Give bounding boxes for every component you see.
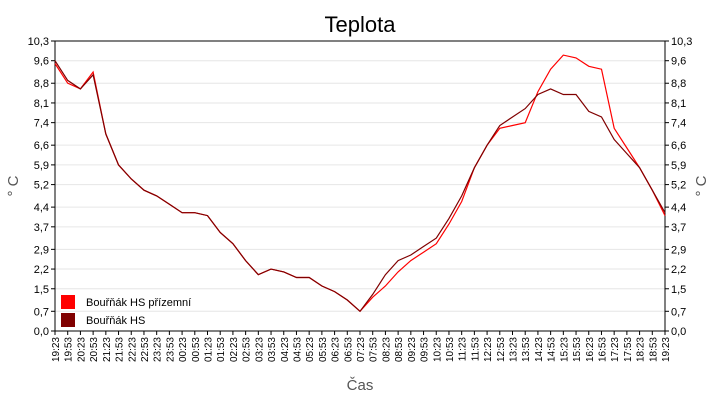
- legend-label: Bouřňák HS přízemní: [86, 297, 191, 309]
- x-tick-label: 00:53: [191, 337, 202, 362]
- x-tick-label: 21:23: [102, 337, 113, 362]
- y2-tick-label: 3,7: [671, 222, 686, 234]
- y2-tick-label: 0,0: [671, 326, 686, 338]
- x-tick-label: 11:23: [458, 337, 469, 362]
- y-tick-label: 0,7: [34, 306, 49, 318]
- y2-tick-label: 8,1: [671, 98, 686, 110]
- x-axis-label: Čas: [347, 377, 374, 394]
- y2-tick-label: 2,2: [671, 264, 686, 276]
- x-tick-label: 18:23: [636, 337, 647, 362]
- x-tick-label: 19:23: [51, 337, 62, 362]
- chart-title: Teplota: [325, 12, 397, 37]
- y2-tick-label: 7,4: [671, 118, 686, 130]
- y-tick-label: 0,0: [34, 326, 49, 338]
- x-tick-label: 16:53: [597, 337, 608, 362]
- x-tick-label: 01:23: [204, 337, 215, 362]
- x-tick-label: 08:23: [381, 337, 392, 362]
- y2-tick-label: 1,5: [671, 284, 686, 296]
- x-tick-label: 14:23: [534, 337, 545, 362]
- x-tick-label: 12:53: [496, 337, 507, 362]
- y2-tick-label: 5,9: [671, 160, 686, 172]
- x-tick-label: 06:23: [331, 337, 342, 362]
- x-tick-label: 11:53: [470, 337, 481, 362]
- x-tick-label: 20:23: [76, 337, 87, 362]
- y2-tick-label: 4,4: [671, 202, 686, 214]
- y-tick-label: 9,6: [34, 56, 49, 68]
- x-tick-label: 17:53: [623, 337, 634, 362]
- x-tick-label: 13:53: [521, 337, 532, 362]
- x-tick-label: 23:53: [165, 337, 176, 362]
- y-tick-label: 5,2: [34, 180, 49, 192]
- x-tick-label: 03:53: [267, 337, 278, 362]
- x-tick-label: 15:23: [559, 337, 570, 362]
- y-tick-label: 6,6: [34, 140, 49, 152]
- x-tick-label: 13:23: [509, 337, 520, 362]
- y-tick-label: 10,3: [28, 36, 49, 48]
- x-tick-label: 01:53: [216, 337, 227, 362]
- y-tick-label: 2,9: [34, 244, 49, 256]
- x-tick-label: 19:53: [64, 337, 75, 362]
- x-tick-label: 04:53: [292, 337, 303, 362]
- x-tick-label: 02:23: [229, 337, 240, 362]
- x-tick-label: 10:23: [432, 337, 443, 362]
- y-tick-label: 3,7: [34, 222, 49, 234]
- x-tick-label: 21:53: [115, 337, 126, 362]
- y-tick-label: 4,4: [34, 202, 49, 214]
- y-tick-label: 5,9: [34, 160, 49, 172]
- x-tick-label: 06:53: [343, 337, 354, 362]
- y-tick-label: 2,2: [34, 264, 49, 276]
- y2-axis-label: ° C: [693, 175, 710, 196]
- x-tick-label: 17:23: [610, 337, 621, 362]
- x-tick-label: 08:53: [394, 337, 405, 362]
- legend-swatch: [61, 295, 75, 309]
- x-tick-label: 04:23: [280, 337, 291, 362]
- x-tick-label: 03:23: [254, 337, 265, 362]
- y2-tick-label: 2,9: [671, 244, 686, 256]
- y-tick-label: 8,8: [34, 78, 49, 90]
- series-line: [54, 60, 666, 313]
- x-tick-label: 10:53: [445, 337, 456, 362]
- y-tick-label: 8,1: [34, 98, 49, 110]
- x-tick-label: 15:53: [572, 337, 583, 362]
- x-tick-label: 09:53: [420, 337, 431, 362]
- y2-tick-label: 10,3: [671, 36, 692, 48]
- x-tick-label: 14:53: [547, 337, 558, 362]
- x-tick-label: 09:23: [407, 337, 418, 362]
- x-tick-label: 02:53: [242, 337, 253, 362]
- y-tick-label: 7,4: [34, 118, 49, 130]
- y-tick-label: 1,5: [34, 284, 49, 296]
- legend-label: Bouřňák HS: [86, 315, 145, 327]
- y-axis-label: ° C: [5, 175, 22, 196]
- x-tick-label: 19:23: [661, 337, 672, 362]
- y2-tick-label: 5,2: [671, 180, 686, 192]
- y2-tick-label: 8,8: [671, 78, 686, 90]
- x-tick-label: 05:53: [318, 337, 329, 362]
- x-tick-label: 20:53: [89, 337, 100, 362]
- y2-tick-label: 6,6: [671, 140, 686, 152]
- x-tick-label: 23:23: [153, 337, 164, 362]
- x-tick-label: 07:23: [356, 337, 367, 362]
- legend-swatch: [61, 313, 75, 327]
- x-tick-label: 16:23: [585, 337, 596, 362]
- y2-tick-label: 0,7: [671, 306, 686, 318]
- x-tick-label: 05:23: [305, 337, 316, 362]
- x-tick-label: 00:23: [178, 337, 189, 362]
- x-tick-label: 18:53: [648, 337, 659, 362]
- x-tick-label: 22:53: [140, 337, 151, 362]
- y2-tick-label: 9,6: [671, 56, 686, 68]
- plot-frame: [54, 40, 666, 332]
- x-tick-label: 07:53: [369, 337, 380, 362]
- x-tick-label: 12:23: [483, 337, 494, 362]
- x-tick-label: 22:23: [127, 337, 138, 362]
